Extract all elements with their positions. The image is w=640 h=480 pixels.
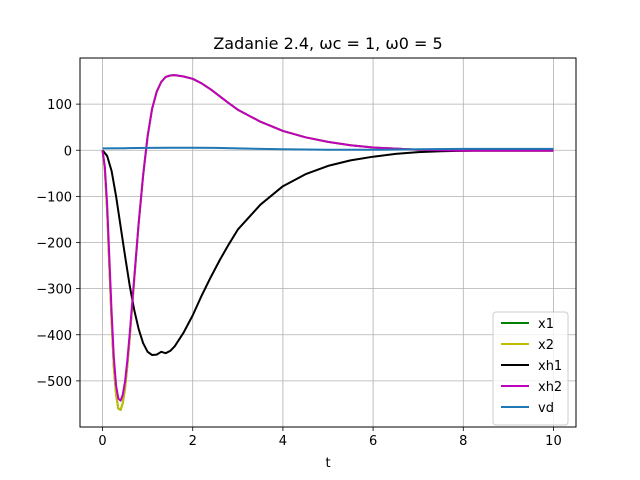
legend-label-x2: x2 xyxy=(538,338,554,353)
legend: x1 x2 xh1 xh2 vd xyxy=(492,311,569,426)
x-tick-label: 10 xyxy=(545,434,562,449)
series-line-xh2 xyxy=(101,74,554,402)
x-tick-label: 2 xyxy=(189,434,197,449)
y-tick-label: −500 xyxy=(36,375,72,390)
legend-label-xh2: xh2 xyxy=(538,380,562,395)
x-tick-label: 4 xyxy=(279,434,287,449)
legend-label-xh1: xh1 xyxy=(538,359,562,374)
chart-title: Zadanie 2.4, ωc = 1, ω0 = 5 xyxy=(213,34,442,53)
y-tick-label: −100 xyxy=(36,190,72,205)
x-tick-label: 0 xyxy=(98,434,106,449)
plot-lines xyxy=(101,74,554,411)
legend-box xyxy=(492,311,569,426)
y-tick-label: 0 xyxy=(64,144,72,159)
x-tick-label: 6 xyxy=(369,434,377,449)
series-line-vd xyxy=(102,146,554,151)
y-tick-label: −300 xyxy=(36,283,72,298)
x-axis-label: t xyxy=(325,456,330,471)
legend-label-vd: vd xyxy=(538,401,554,416)
y-tick-label: −400 xyxy=(36,329,72,344)
axis-ticks: 0 2 4 6 8 10 −500 −400 −300 −200 −100 0 100 xyxy=(36,98,561,449)
series-line-xh1 xyxy=(101,149,554,356)
legend-label-x1: x1 xyxy=(538,317,554,332)
y-tick-label: 100 xyxy=(47,98,72,113)
grid xyxy=(80,58,576,427)
y-tick-label: −200 xyxy=(36,237,72,252)
x-tick-label: 8 xyxy=(459,434,467,449)
